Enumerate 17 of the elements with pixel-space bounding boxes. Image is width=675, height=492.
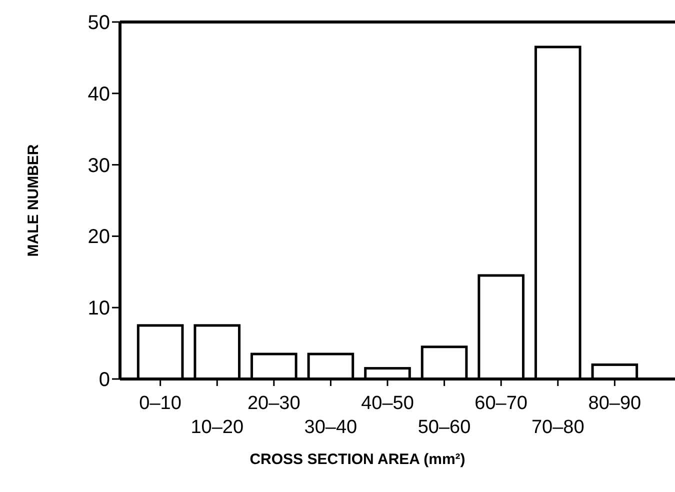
y-tick-label: 0 <box>98 369 110 391</box>
x-tick-label: 40–50 <box>361 393 414 414</box>
y-tick-label: 40 <box>88 83 110 106</box>
y-tick-label: 10 <box>88 298 110 320</box>
x-tick-label: 0–10 <box>139 393 182 414</box>
x-tick-label: 60–70 <box>474 393 528 414</box>
x-tick-label: 50–60 <box>418 417 471 438</box>
x-tick-label: 10–20 <box>190 417 244 438</box>
x-axis-title: CROSS SECTION AREA (mm²) <box>250 451 466 468</box>
x-tick-label: 70–80 <box>531 417 584 438</box>
x-tick-label: 30–40 <box>304 417 358 438</box>
x-tick-label: 20–30 <box>247 393 300 414</box>
y-axis-title: MALE NUMBER <box>25 144 42 257</box>
y-tick-label: 30 <box>88 154 110 177</box>
x-tick-label: 80–90 <box>588 393 642 414</box>
y-tick-label: 50 <box>88 12 110 34</box>
y-tick-label: 20 <box>88 226 110 248</box>
